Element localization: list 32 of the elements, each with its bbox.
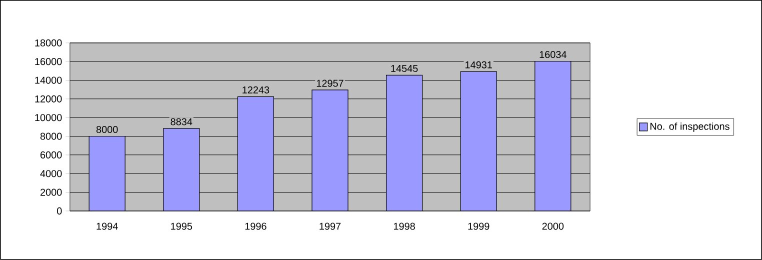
y-tick-label: 14000 (35, 76, 62, 84)
bar (237, 96, 274, 212)
x-tick-label: 2000 (542, 222, 564, 230)
x-tick-label: 1997 (320, 222, 341, 230)
data-label: 8834 (170, 118, 192, 126)
y-tick-label: 2000 (40, 188, 62, 196)
x-tick-label: 1998 (394, 222, 415, 230)
x-tick-label: 1995 (171, 222, 192, 230)
x-tick-label: 1994 (96, 222, 118, 230)
data-label: 8000 (96, 126, 118, 134)
y-tick-label: 10000 (35, 114, 62, 122)
y-tick-label: 12000 (35, 95, 62, 103)
bar (386, 74, 423, 212)
y-tick-label: 16000 (35, 58, 62, 66)
x-tick-label: 1999 (468, 222, 490, 230)
bar (460, 71, 497, 212)
bar (88, 136, 126, 212)
y-tick-label: 0 (57, 207, 62, 215)
data-label: 14545 (391, 65, 418, 72)
bar (312, 90, 348, 212)
y-tick-label: 6000 (40, 151, 62, 159)
y-tick-label: 8000 (40, 132, 62, 140)
data-label: 12243 (242, 86, 270, 94)
legend-label: No. of inspections (650, 122, 730, 132)
y-tick-label: 18000 (35, 39, 62, 46)
y-tick-label: 4000 (40, 170, 62, 178)
x-tick-label: 1996 (245, 222, 266, 230)
data-label: 14931 (466, 61, 492, 68)
bar (163, 128, 200, 212)
data-label: 12957 (316, 80, 344, 87)
bar (534, 61, 572, 212)
data-label: 16034 (540, 51, 566, 58)
